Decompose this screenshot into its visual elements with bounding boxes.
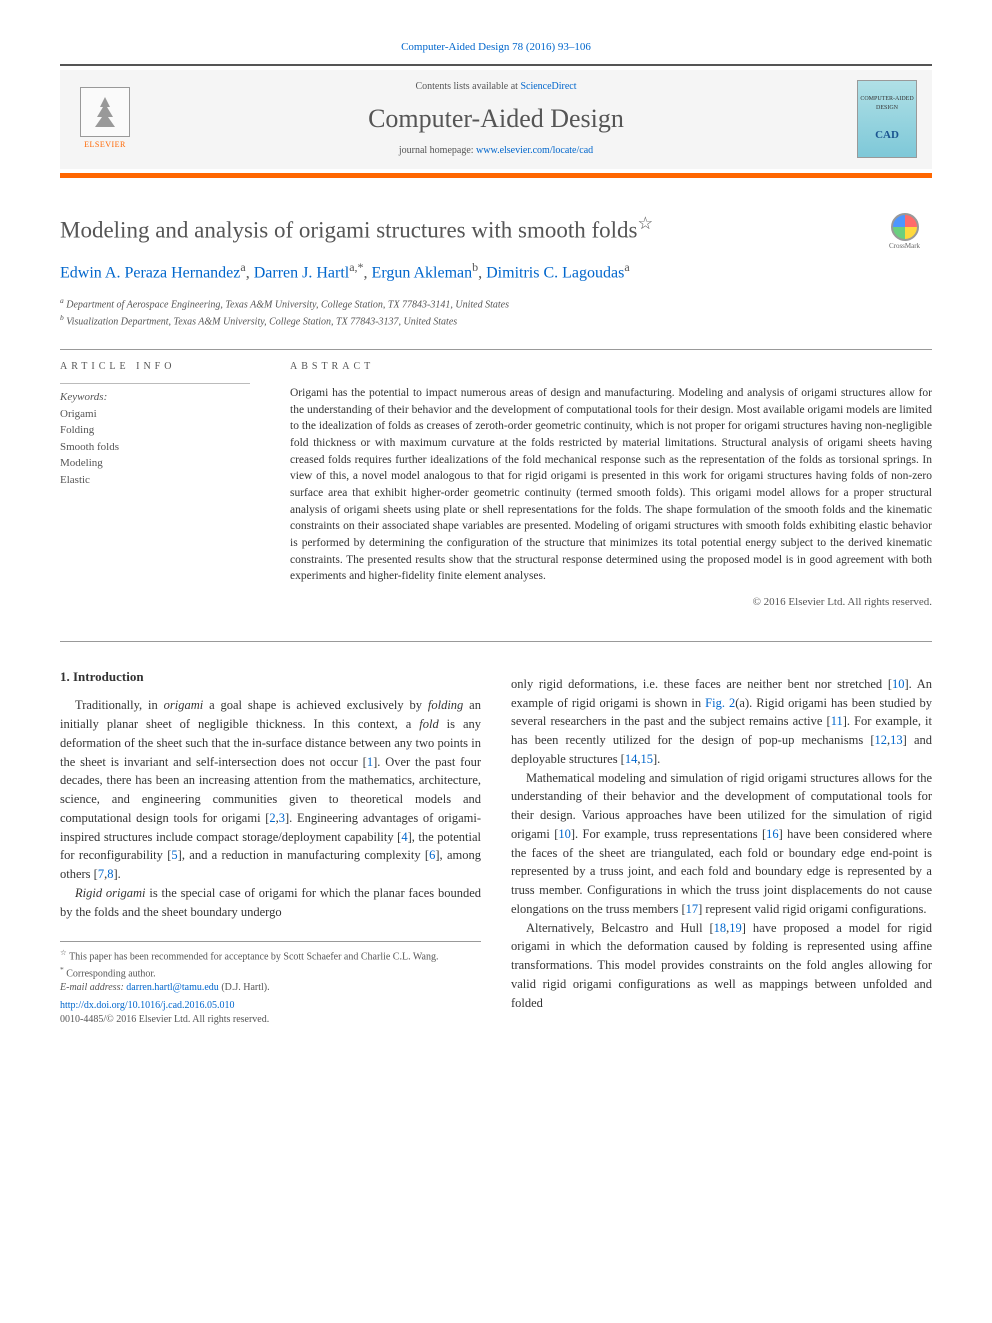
aff-a-key: a — [60, 296, 64, 305]
crossmark-label: CrossMark — [889, 241, 920, 251]
footnotes: ☆ This paper has been recommended for ac… — [60, 941, 481, 1027]
homepage-prefix: journal homepage: — [399, 145, 476, 156]
ref-18[interactable]: 18 — [714, 921, 727, 935]
keyword-4: Modeling — [60, 455, 250, 472]
intro-p1: Traditionally, in origami a goal shape i… — [60, 696, 481, 884]
journal-citation: Computer-Aided Design 78 (2016) 93–106 — [60, 40, 932, 56]
author-1[interactable]: Edwin A. Peraza Hernandez — [60, 265, 240, 282]
aff-b-key: b — [60, 313, 64, 322]
author-4-aff: a — [624, 260, 629, 274]
email-link[interactable]: darren.hartl@tamu.edu — [126, 982, 219, 993]
ref-10a[interactable]: 10 — [892, 677, 905, 691]
keywords-list: Origami Folding Smooth folds Modeling El… — [60, 406, 250, 489]
ref-15[interactable]: 15 — [640, 752, 653, 766]
author-3-aff: b — [472, 260, 478, 274]
ref-12[interactable]: 12 — [875, 733, 888, 747]
article-info-heading: ARTICLE INFO — [60, 360, 250, 375]
journal-cover-icon: COMPUTER-AIDEDDESIGN CAD — [857, 80, 917, 158]
doi-link[interactable]: http://dx.doi.org/10.1016/j.cad.2016.05.… — [60, 999, 481, 1013]
footnote-2: * Corresponding author. — [60, 965, 481, 981]
aff-b-text: Visualization Department, Texas A&M Univ… — [66, 316, 457, 327]
abstract-column: ABSTRACT Origami has the potential to im… — [290, 360, 932, 611]
crossmark-badge[interactable]: CrossMark — [877, 213, 932, 253]
fig-2-ref[interactable]: Fig. 2 — [705, 696, 735, 710]
col2-p3: Alternatively, Belcastro and Hull [18,19… — [511, 919, 932, 1013]
affiliations: a Department of Aerospace Engineering, T… — [60, 295, 932, 330]
keyword-3: Smooth folds — [60, 439, 250, 456]
ref-16[interactable]: 16 — [766, 827, 779, 841]
crossmark-icon — [891, 213, 919, 241]
ref-19[interactable]: 19 — [729, 921, 742, 935]
body-top-rule — [60, 641, 932, 642]
author-2[interactable]: Darren J. Hartl — [254, 265, 350, 282]
info-inner-rule — [60, 383, 250, 384]
issn-line: 0010-4485/© 2016 Elsevier Ltd. All right… — [60, 1013, 481, 1027]
section-1-heading: 1. Introduction — [60, 667, 481, 687]
keyword-1: Origami — [60, 406, 250, 423]
keyword-2: Folding — [60, 422, 250, 439]
top-rule — [60, 64, 932, 66]
column-left: 1. Introduction Traditionally, in origam… — [60, 667, 481, 1027]
author-3[interactable]: Ergun Akleman — [372, 265, 473, 282]
ref-11[interactable]: 11 — [831, 714, 843, 728]
ref-17[interactable]: 17 — [686, 902, 699, 916]
author-2-aff: a,* — [349, 260, 363, 274]
column-right: only rigid deformations, i.e. these face… — [511, 667, 932, 1027]
homepage-line: journal homepage: www.elsevier.com/locat… — [135, 144, 857, 159]
abstract-heading: ABSTRACT — [290, 360, 932, 375]
elsevier-tree-icon — [80, 87, 130, 137]
col2-p2: Mathematical modeling and simulation of … — [511, 769, 932, 919]
ref-10b[interactable]: 10 — [558, 827, 571, 841]
journal-name: Computer-Aided Design — [135, 100, 857, 138]
abstract-copyright: © 2016 Elsevier Ltd. All rights reserved… — [290, 595, 932, 611]
sciencedirect-link[interactable]: ScienceDirect — [520, 81, 576, 92]
footnote-email: E-mail address: darren.hartl@tamu.edu (D… — [60, 981, 481, 995]
ref-13[interactable]: 13 — [890, 733, 903, 747]
keyword-5: Elastic — [60, 472, 250, 489]
article-info-column: ARTICLE INFO Keywords: Origami Folding S… — [60, 360, 250, 611]
footnote-1: ☆ This paper has been recommended for ac… — [60, 948, 481, 964]
article-title: Modeling and analysis of origami structu… — [60, 213, 877, 246]
ref-14[interactable]: 14 — [625, 752, 638, 766]
journal-header: ELSEVIER Contents lists available at Sci… — [60, 70, 932, 169]
homepage-link[interactable]: www.elsevier.com/locate/cad — [476, 145, 593, 156]
contents-line: Contents lists available at ScienceDirec… — [135, 80, 857, 95]
col2-p1: only rigid deformations, i.e. these face… — [511, 675, 932, 769]
intro-p2: Rigid origami is the special case of ori… — [60, 884, 481, 922]
info-top-rule — [60, 349, 932, 350]
title-note-marker: ☆ — [637, 214, 652, 233]
aff-a-text: Department of Aerospace Engineering, Tex… — [66, 299, 509, 310]
keywords-label: Keywords: — [60, 390, 250, 406]
author-4[interactable]: Dimitris C. Lagoudas — [486, 265, 624, 282]
author-1-aff: a — [240, 260, 245, 274]
authors-line: Edwin A. Peraza Hernandeza, Darren J. Ha… — [60, 259, 932, 285]
body-columns: 1. Introduction Traditionally, in origam… — [60, 667, 932, 1027]
orange-rule — [60, 173, 932, 178]
title-text: Modeling and analysis of origami structu… — [60, 217, 637, 242]
abstract-text: Origami has the potential to impact nume… — [290, 385, 932, 585]
contents-prefix: Contents lists available at — [415, 81, 520, 92]
elsevier-text: ELSEVIER — [84, 139, 126, 151]
elsevier-logo: ELSEVIER — [75, 84, 135, 154]
